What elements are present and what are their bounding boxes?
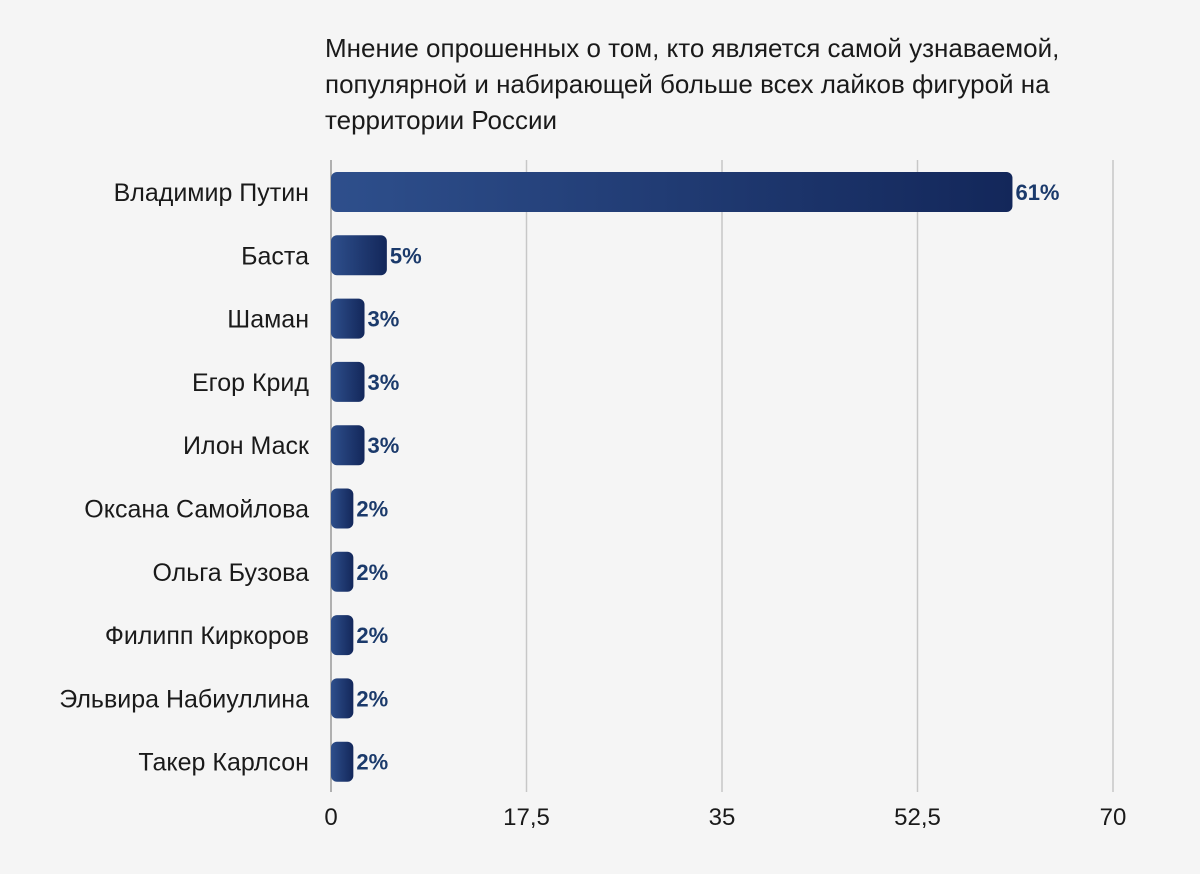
- category-label: Баста: [241, 242, 309, 270]
- category-label: Илон Маск: [183, 432, 310, 460]
- category-label: Оксана Самойлова: [84, 496, 309, 524]
- x-tick-label: 17,5: [503, 804, 550, 831]
- x-tick-label: 0: [324, 804, 337, 831]
- category-label: Шаман: [227, 306, 309, 334]
- bar: [331, 235, 387, 276]
- data-label: 2%: [356, 497, 388, 522]
- category-label: Егор Крид: [192, 369, 309, 397]
- data-label: 2%: [356, 560, 388, 585]
- data-label: 3%: [368, 433, 400, 458]
- bar: [331, 741, 354, 782]
- bar: [331, 488, 354, 529]
- chart-title: Мнение опрошенных о том, кто является са…: [325, 33, 1059, 135]
- bar: [331, 361, 365, 402]
- bar: [331, 298, 365, 339]
- bar: [331, 172, 1013, 212]
- bar: [331, 425, 365, 466]
- bar: [331, 678, 354, 719]
- category-label: Эльвира Набиуллина: [59, 685, 309, 713]
- category-label: Владимир Путин: [114, 179, 309, 207]
- x-tick-label: 52,5: [894, 804, 941, 831]
- x-tick-label: 35: [709, 804, 736, 831]
- chart-title-line: территории России: [325, 105, 557, 135]
- chart-title-line: Мнение опрошенных о том, кто является са…: [325, 33, 1059, 63]
- data-label: 61%: [1015, 180, 1059, 205]
- category-label: Такер Карлсон: [138, 749, 309, 777]
- data-label: 5%: [390, 243, 422, 268]
- data-label: 2%: [356, 623, 388, 648]
- value-labels: 61% 5% 3% 3% 3% 2% 2% 2% 2% 2%: [356, 180, 1059, 775]
- x-tick-label: 70: [1100, 804, 1127, 831]
- data-label: 3%: [368, 370, 400, 395]
- bars: [331, 172, 1013, 782]
- category-label: Филипп Киркоров: [105, 622, 309, 650]
- bar: [331, 615, 354, 656]
- data-label: 2%: [356, 686, 388, 711]
- bar: [331, 551, 354, 592]
- category-labels: Владимир Путин Баста Шаман Егор Крид Илон Ма…: [59, 179, 310, 777]
- data-label: 2%: [356, 750, 388, 775]
- x-axis-ticks: 0 17,5 35 52,5 70: [324, 804, 1126, 831]
- chart-title-line: популярной и набирающей больше всех лайк…: [325, 69, 1050, 99]
- gridlines: [330, 160, 1114, 792]
- data-label: 3%: [368, 307, 400, 332]
- category-label: Ольга Бузова: [152, 559, 309, 587]
